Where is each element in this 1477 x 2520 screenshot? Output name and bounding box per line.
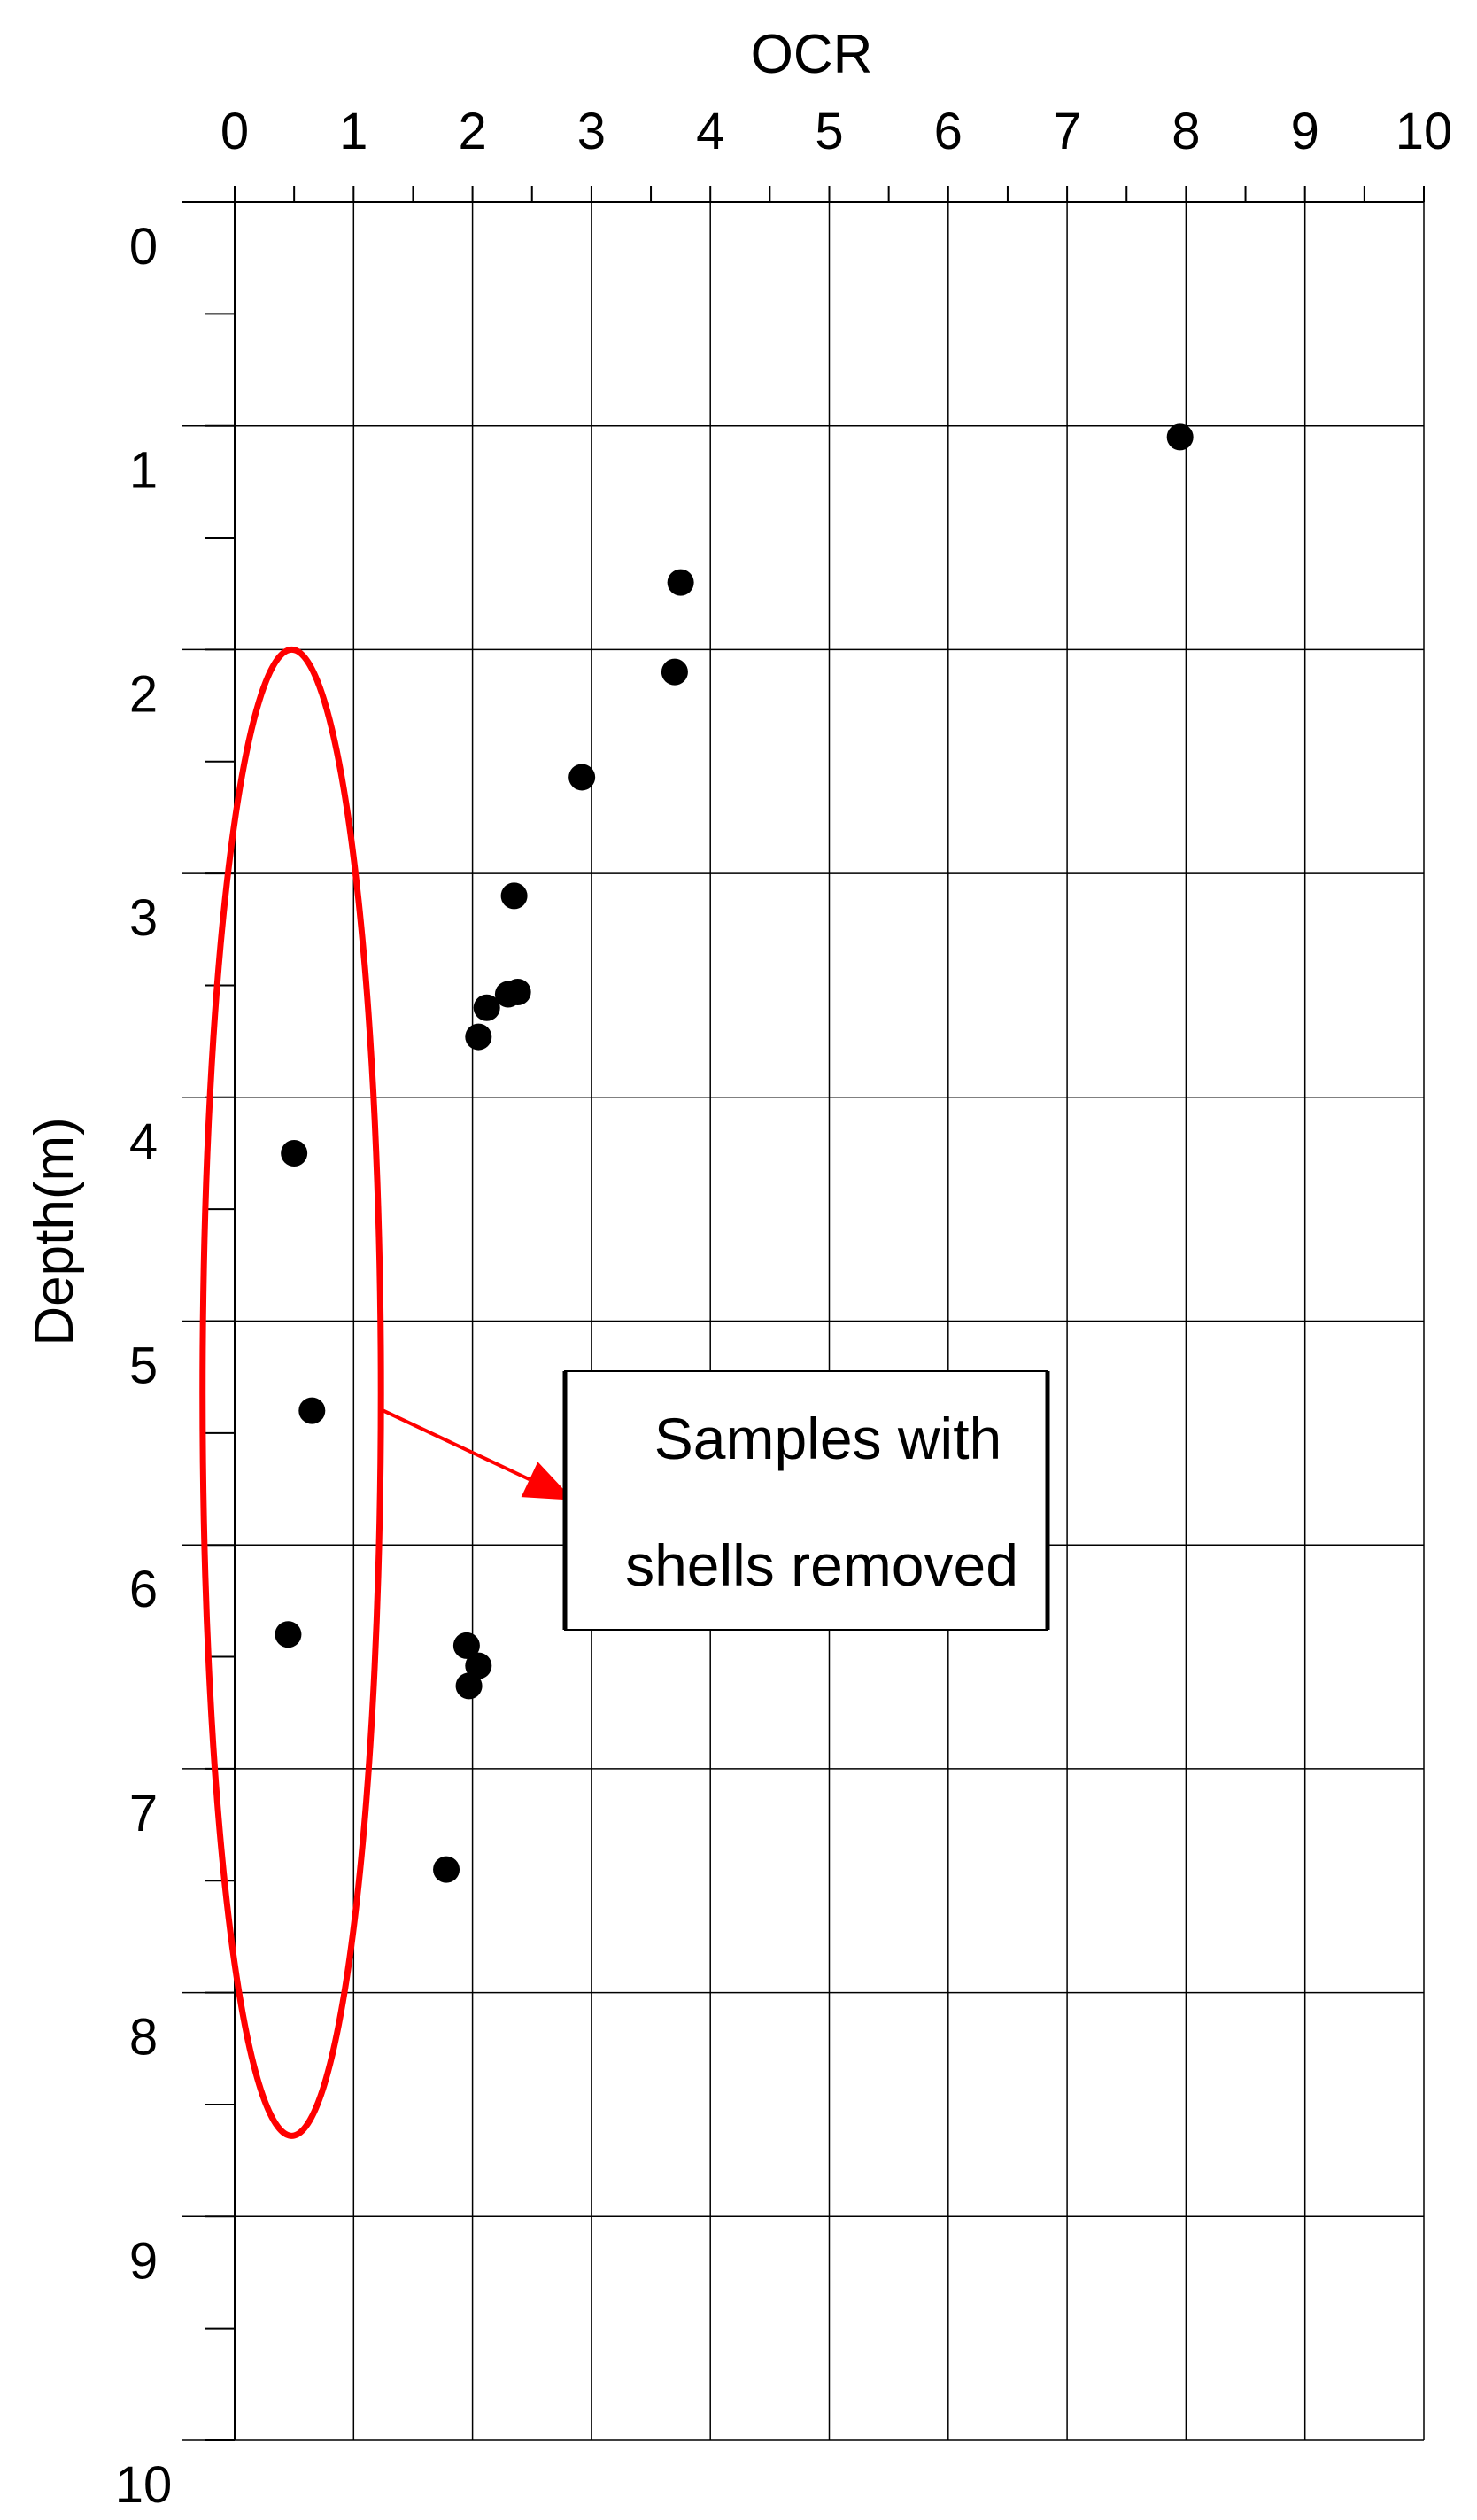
x-tick-label: 3 <box>577 103 606 160</box>
x-tick-label: 10 <box>1396 103 1453 160</box>
data-point <box>473 994 500 1021</box>
highlight-ellipse <box>199 646 384 2139</box>
annotation-text-line-2: shells removed <box>625 1532 1018 1598</box>
y-tick-label: 1 <box>129 442 158 500</box>
y-tick-label: 7 <box>129 1785 158 1842</box>
data-point <box>433 1856 460 1883</box>
x-tick-label: 1 <box>339 103 367 160</box>
y-tick-label: 2 <box>129 665 158 723</box>
x-tick-label: 9 <box>1291 103 1319 160</box>
data-point <box>465 1023 492 1051</box>
x-tick-label: 5 <box>815 103 843 160</box>
annotation-arrow-line <box>383 1408 530 1482</box>
x-tick-label: 0 <box>220 103 249 160</box>
data-point <box>1166 423 1194 451</box>
tick-labels: 0 1 2 3 4 5 6 7 8 9 10 0 1 2 3 4 5 6 7 8 9 10 <box>115 103 1453 2514</box>
x-tick-label: 6 <box>934 103 963 160</box>
x-tick-label: 2 <box>458 103 486 160</box>
data-point <box>455 1672 483 1700</box>
data-point <box>298 1397 326 1424</box>
y-tick-label: 3 <box>129 889 158 947</box>
x-axis-title: OCR <box>751 24 873 85</box>
data-point <box>275 1621 302 1648</box>
data-point <box>667 569 694 596</box>
data-point <box>281 1139 308 1167</box>
data-point <box>500 882 528 910</box>
annotation-text-line-1: Samples with <box>654 1406 1002 1471</box>
axes <box>182 186 1425 2441</box>
data-points <box>275 423 1194 1883</box>
data-point <box>568 764 596 791</box>
y-tick-label: 6 <box>129 1561 158 1618</box>
y-tick-label: 4 <box>129 1113 158 1171</box>
data-point <box>452 1632 480 1659</box>
x-tick-label: 8 <box>1172 103 1200 160</box>
x-tick-label: 7 <box>1053 103 1081 160</box>
data-point <box>494 981 522 1008</box>
data-point <box>661 658 688 686</box>
y-tick-label: 5 <box>129 1338 158 1395</box>
y-tick-label: 9 <box>129 2232 158 2290</box>
y-tick-label: 8 <box>129 2009 158 2066</box>
grid <box>182 202 1425 2441</box>
annotation: Samples with shells removed <box>199 646 1050 2139</box>
data-point <box>465 1652 492 1679</box>
x-tick-label: 4 <box>696 103 724 160</box>
annotation-box <box>564 1370 1048 1631</box>
y-tick-label: 0 <box>129 218 158 275</box>
annotation-arrowhead <box>521 1462 574 1500</box>
y-axis-title: Depth(m) <box>24 1117 85 1345</box>
y-tick-label: 10 <box>115 2456 173 2514</box>
